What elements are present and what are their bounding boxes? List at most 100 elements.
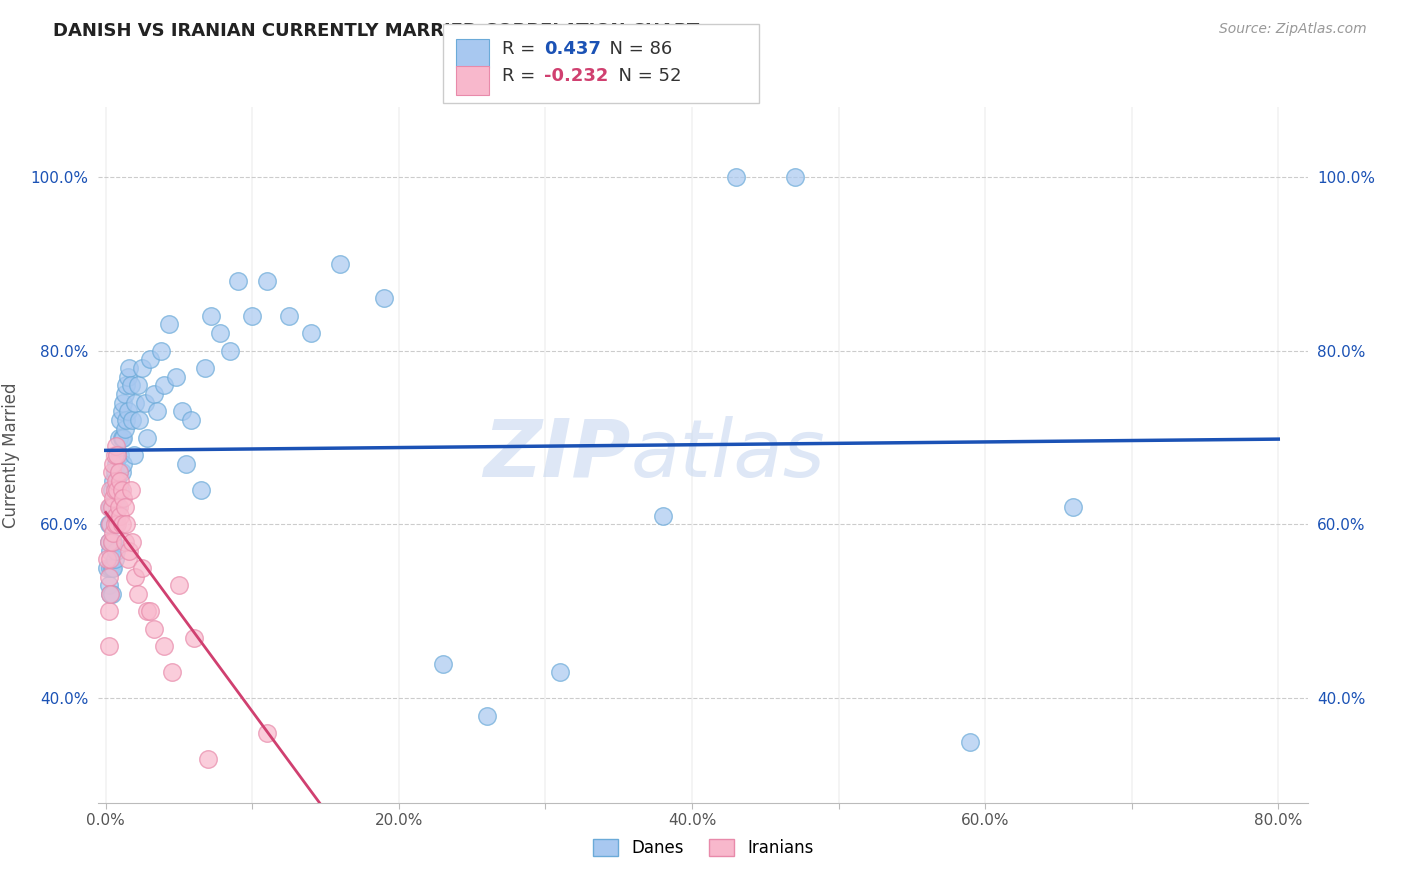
Point (107, 474, 129, 488)
Point (138, 352, 160, 367)
Point (97, 535, 120, 549)
Point (103, 491, 125, 506)
Point (98, 587, 121, 601)
Point (103, 448, 125, 462)
Point (153, 378, 176, 392)
Point (111, 483, 134, 497)
Point (97, 578, 120, 592)
Point (112, 396, 135, 410)
Point (299, 326, 322, 341)
Point (101, 474, 124, 488)
Point (135, 431, 157, 445)
Point (118, 361, 141, 376)
Point (101, 457, 124, 471)
Point (143, 622, 166, 636)
Point (112, 457, 135, 471)
Point (111, 431, 134, 445)
Text: N = 52: N = 52 (607, 67, 682, 85)
Point (108, 465, 131, 479)
Point (111, 404, 134, 418)
Point (98, 561, 121, 575)
Point (226, 274, 249, 288)
Point (100, 500, 122, 514)
Text: Source: ZipAtlas.com: Source: ZipAtlas.com (1219, 22, 1367, 37)
Point (100, 535, 122, 549)
Point (959, 735, 981, 749)
Point (124, 396, 146, 410)
Point (98, 587, 121, 601)
Point (432, 657, 454, 671)
Point (107, 448, 129, 462)
Point (103, 517, 125, 532)
Point (105, 439, 128, 453)
Point (108, 431, 131, 445)
Text: ZIP: ZIP (484, 416, 630, 494)
Point (105, 474, 128, 488)
Point (115, 517, 138, 532)
Point (110, 508, 132, 523)
Point (131, 561, 153, 575)
Point (121, 413, 143, 427)
Y-axis label: Currently Married: Currently Married (1, 382, 20, 528)
Point (112, 431, 135, 445)
Point (105, 508, 128, 523)
Point (114, 500, 136, 514)
Point (124, 570, 146, 584)
Point (103, 517, 125, 532)
Point (150, 343, 173, 358)
Point (110, 448, 132, 462)
Point (100, 500, 122, 514)
Point (1062, 500, 1084, 514)
Point (176, 457, 198, 471)
Point (111, 465, 134, 479)
Point (118, 543, 141, 558)
Point (219, 343, 242, 358)
Point (103, 465, 125, 479)
Point (100, 561, 122, 575)
Point (183, 631, 205, 645)
Text: atlas: atlas (630, 416, 825, 494)
Point (97, 517, 120, 532)
Point (128, 413, 150, 427)
Point (108, 500, 131, 514)
Point (127, 378, 149, 392)
Point (101, 526, 124, 541)
Point (127, 587, 149, 601)
Point (160, 665, 183, 680)
Point (157, 318, 180, 332)
Point (108, 465, 131, 479)
Point (724, 169, 747, 184)
Point (256, 726, 278, 740)
Point (100, 483, 122, 497)
Point (122, 448, 145, 462)
Point (143, 387, 166, 401)
Point (100, 535, 122, 549)
Point (107, 500, 129, 514)
Point (101, 500, 124, 514)
Point (110, 474, 132, 488)
Point (117, 404, 139, 418)
Point (197, 752, 219, 766)
Point (180, 413, 202, 427)
Point (114, 535, 136, 549)
Point (97, 639, 120, 653)
Point (98, 500, 121, 514)
Point (107, 448, 129, 462)
Point (153, 639, 176, 653)
Point (100, 465, 122, 479)
Point (98, 552, 121, 566)
Text: N = 86: N = 86 (598, 40, 672, 58)
Point (120, 483, 142, 497)
Point (101, 561, 124, 575)
Point (548, 665, 571, 680)
Point (98, 517, 121, 532)
Point (373, 822, 395, 836)
Point (114, 422, 136, 436)
Point (135, 605, 157, 619)
Point (329, 257, 352, 271)
Point (103, 483, 125, 497)
Point (475, 708, 498, 723)
Point (138, 605, 160, 619)
Point (101, 491, 124, 506)
Point (115, 413, 138, 427)
